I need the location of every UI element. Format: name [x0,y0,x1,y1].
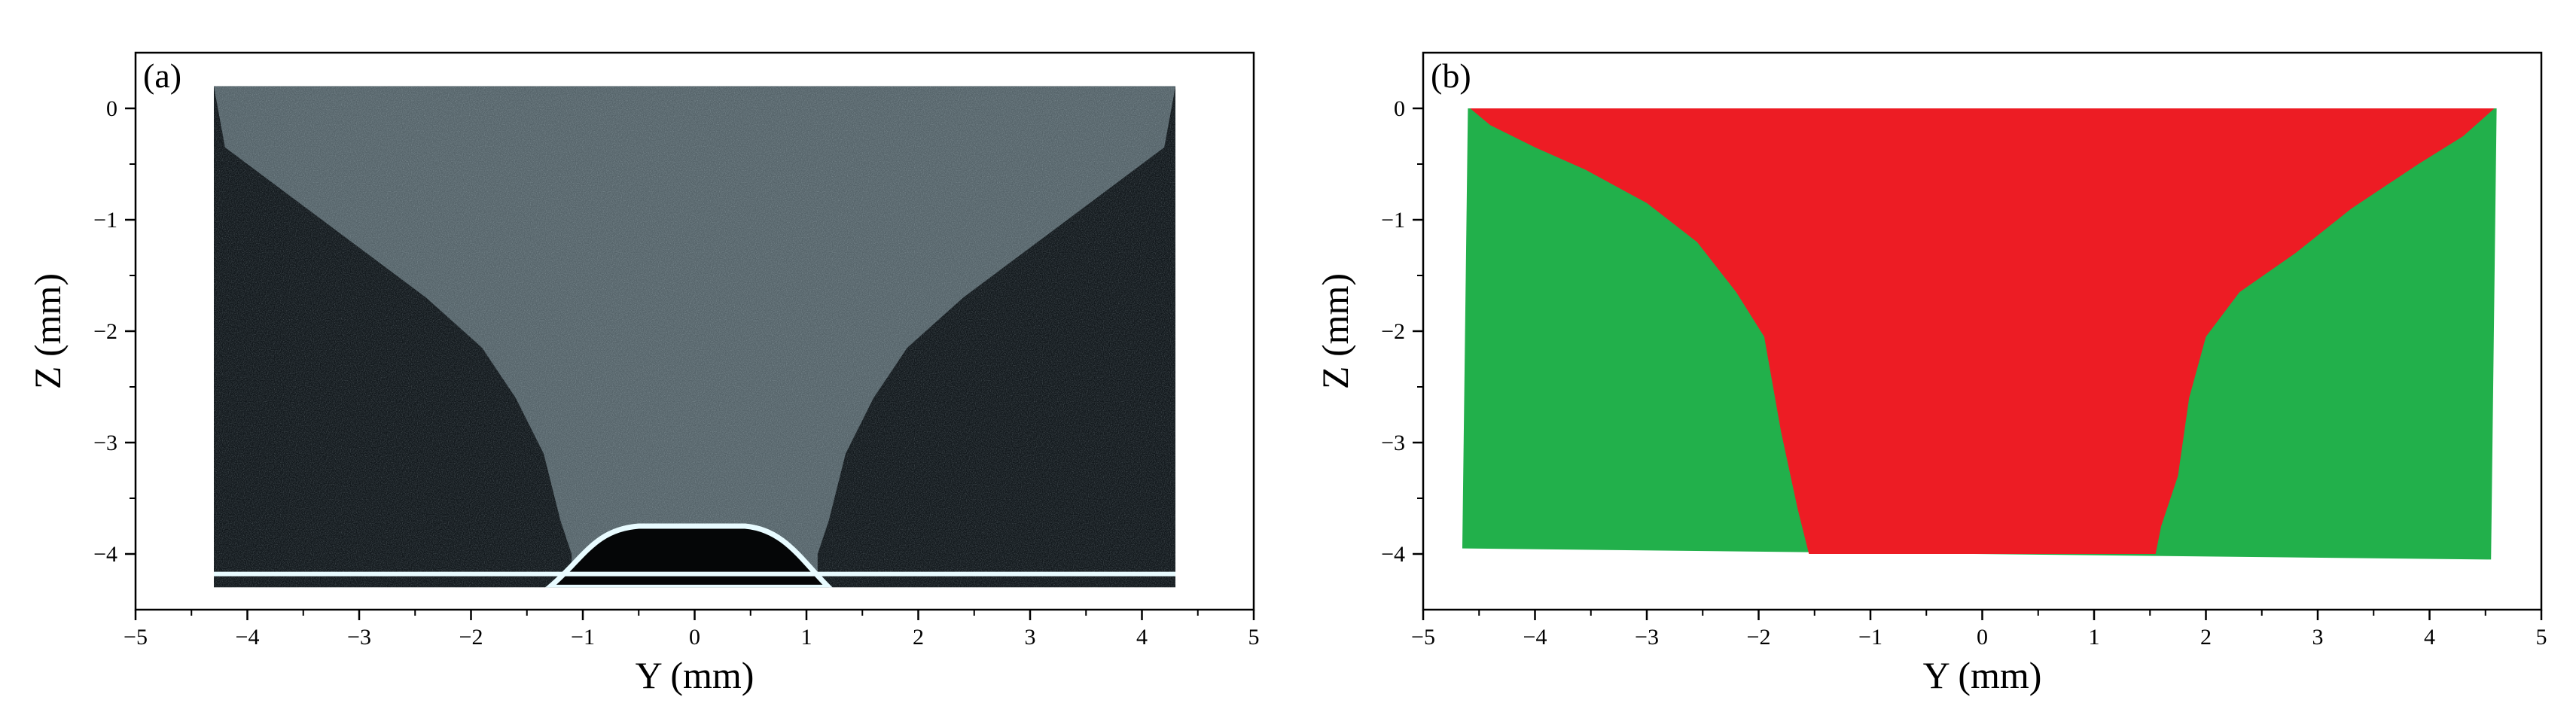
x-tick-label: −5 [1411,625,1435,650]
x-tick-label: 0 [689,625,700,650]
x-tick-label: 4 [2424,625,2435,650]
y-ticks-a: 0 −1 −2 −3 −4 [93,96,136,567]
x-tick-label: 5 [2536,625,2547,650]
panel-b: −5 −4 −3 −2 −1 0 1 2 3 4 5 0 −1 −2 −3 −4 (b) Y (mm) Z … [1314,51,2547,696]
y-tick-label: 0 [1394,96,1405,121]
y-tick-label: −3 [1381,431,1405,455]
y-tick-label: −4 [93,542,117,567]
y-tick-label: −4 [1381,542,1405,567]
grain-texture [213,86,1176,588]
y-tick-label: −3 [93,431,117,455]
y-axis-label-b: Z (mm) [1314,273,1356,389]
x-tick-label: 3 [1025,625,1036,650]
x-tick-label: −1 [1858,625,1882,650]
y-tick-label: 0 [106,96,117,121]
y-tick-label: −1 [93,208,117,233]
x-tick-label: −5 [123,625,148,650]
x-ticks-a: −5 −4 −3 −2 −1 0 1 2 3 4 5 [123,610,1260,650]
x-tick-label: 2 [913,625,924,650]
panel-label-b: (b) [1431,56,1471,95]
x-tick-label: 5 [1248,625,1260,650]
x-tick-label: 3 [2312,625,2324,650]
y-tick-label: −1 [1381,208,1405,233]
x-tick-label: 4 [1136,625,1148,650]
x-tick-label: −3 [1635,625,1659,650]
region-layer [1462,108,2497,560]
y-tick-label: −2 [1381,319,1405,344]
x-axis-label-b: Y (mm) [1923,654,2042,696]
x-ticks-b: −5 −4 −3 −2 −1 0 1 2 3 4 5 [1411,610,2547,650]
x-tick-label: −4 [236,625,260,650]
y-tick-label: −2 [93,319,117,344]
panel-label-a: (a) [143,56,181,95]
micrograph-image [213,86,1176,588]
panel-a: −5 −4 −3 −2 −1 0 1 2 3 4 5 0 −1 −2 −3 −4 (a) Y (mm) Z … [26,51,1260,696]
x-tick-label: −1 [571,625,595,650]
y-axis-label-a: Z (mm) [26,273,69,389]
x-tick-label: −2 [459,625,483,650]
fusion-zone-region [1470,108,2495,554]
x-tick-label: 2 [2200,625,2212,650]
x-tick-label: 0 [1977,625,1988,650]
x-tick-label: −2 [1747,625,1771,650]
x-tick-label: 1 [2089,625,2100,650]
x-tick-label: −3 [347,625,371,650]
x-tick-label: −4 [1523,625,1547,650]
x-tick-label: 1 [801,625,812,650]
y-ticks-b: 0 −1 −2 −3 −4 [1381,96,1423,567]
x-axis-label-a: Y (mm) [636,654,755,696]
